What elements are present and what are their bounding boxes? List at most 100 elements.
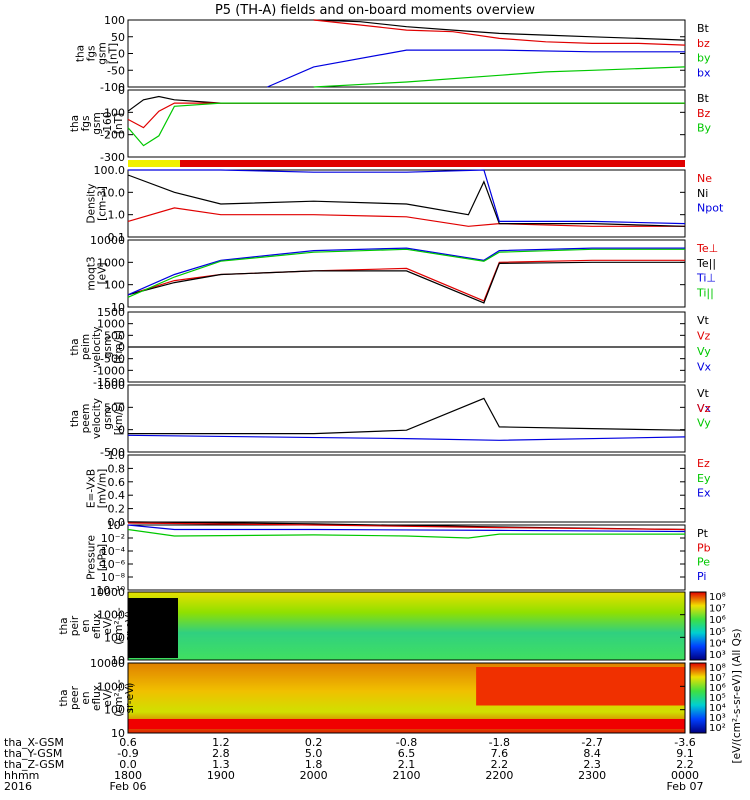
y-tick-label: 10000 — [90, 586, 125, 599]
y-axis-label: sr-eV) — [124, 611, 136, 642]
y-tick-label: 100 — [104, 704, 125, 717]
legend-Vz: Vz — [697, 330, 711, 343]
axis-row-value: -2.7 — [581, 736, 602, 749]
chart-title: P5 (TH-A) fields and on-board moments ov… — [215, 3, 535, 18]
heatmap-fill — [128, 592, 685, 660]
y-tick-label: 0.2 — [108, 503, 126, 516]
series-line-bx — [267, 49, 685, 88]
legend-Ni: Ni — [697, 187, 708, 200]
y-tick-label: -300 — [100, 151, 125, 164]
y-axis-label: fgs — [86, 46, 98, 62]
colorbar-tick: 10² — [709, 723, 726, 734]
y-tick-label: 10⁻⁴ — [101, 545, 126, 558]
y-axis-label: [nT] — [113, 113, 125, 134]
y-tick-label: -1000 — [93, 364, 125, 377]
axis-row-label: tha_X-GSM — [4, 736, 64, 749]
series-line-Ti|| — [127, 248, 685, 298]
legend-Te||: Te|| — [696, 257, 716, 270]
y-axis-label: en — [80, 691, 92, 704]
status-bar-red — [128, 160, 685, 167]
y-tick-label: 1.0 — [108, 209, 126, 222]
axis-row-value: 7.6 — [491, 747, 509, 760]
y-axis-label: E=-VxB — [86, 469, 98, 508]
heatmap-nodata-block — [128, 598, 178, 658]
y-axis-label: (cm²-s- — [113, 679, 125, 717]
panel-frame — [127, 662, 686, 734]
colorbar-tick: 10³ — [709, 650, 726, 661]
colorbar-tick: 10⁶ — [709, 615, 726, 626]
y-tick-label: 1000 — [97, 256, 125, 269]
y-axis-label: velocity — [91, 398, 103, 439]
y-axis-label: [cm-3] — [97, 186, 109, 221]
y-tick-label: 10⁻² — [101, 532, 125, 545]
y-axis-label: velocity — [91, 326, 103, 367]
series-line-Vt — [128, 397, 686, 435]
series-line-Ni — [127, 174, 686, 227]
y-tick-label: 1000 — [97, 680, 125, 693]
series-line-Bt — [313, 19, 686, 41]
legend-Pt: Pt — [697, 527, 709, 540]
y-axis-label: gsm — [91, 112, 103, 134]
y-tick-label: 1000 — [97, 379, 125, 392]
series-line-Vx — [127, 434, 686, 441]
heatmap-low-band — [128, 719, 685, 729]
panel-frame — [127, 169, 686, 238]
y-tick-label: -100 — [100, 106, 125, 119]
y-tick-label: 0 — [118, 424, 125, 437]
y-tick-label: 1500 — [97, 306, 125, 319]
axis-row-value: 1800 — [114, 769, 142, 782]
panel-10: 10000 1000 100 10 tha peer en eflux eV/(cm²-s-sr… — [58, 657, 686, 740]
y-tick-label: 0 — [118, 84, 125, 97]
colorbar-tick: 10³ — [709, 713, 726, 724]
colorbar-tick: 10⁶ — [709, 683, 726, 694]
series-line-Npot — [128, 169, 686, 225]
y-axis-label: gsm — [97, 42, 109, 64]
y-tick-label: 10⁻¹⁰ — [96, 584, 125, 597]
axis-row-value: 2300 — [578, 769, 606, 782]
axis-row-value: -0.9 — [117, 747, 138, 760]
y-axis-label: [eV] — [97, 263, 109, 285]
y-axis-label: tha — [75, 45, 87, 62]
legend-Ne: Ne — [697, 172, 712, 185]
y-tick-label: 10000 — [90, 657, 125, 670]
y-tick-label: 10 — [111, 727, 125, 740]
y-axis-label: moqt3 — [86, 256, 98, 290]
legend-Vt: Vt — [697, 387, 710, 400]
y-axis-label: eflux — [91, 613, 103, 639]
colorbar-tick: 10⁵ — [709, 627, 726, 638]
colorbar-1 — [689, 591, 707, 661]
y-tick-label: -500 — [100, 446, 125, 459]
y-tick-label: 0.6 — [108, 476, 126, 489]
y-axis-label: peem — [80, 404, 92, 434]
axis-row-value: 2000 — [300, 769, 328, 782]
y-axis-label: eflux — [91, 685, 103, 711]
colorbar-2 — [689, 662, 707, 734]
axis-row-value: 0.6 — [119, 736, 137, 749]
panel-4: 10000 1000 100 10 moqt3 [eV] Te⊥ Te|| Ti⊥Ti|| — [86, 234, 719, 314]
axis-row-value: 1.2 — [212, 736, 230, 749]
legend-Ti||: Ti|| — [696, 286, 714, 299]
legend-Ey: Ey — [697, 472, 711, 485]
y-tick-label: 500 — [104, 401, 125, 414]
series-line-By — [127, 102, 685, 147]
y-axis-label: [nPa] — [97, 544, 109, 571]
colorbar-tick: 10⁷ — [709, 673, 726, 684]
axis-row-value: 0000 — [671, 769, 699, 782]
year-label: 2016 — [4, 780, 32, 793]
axis-row-value: 8.4 — [583, 747, 601, 760]
y-tick-label: -200 — [100, 129, 125, 142]
axis-row-value: 6.5 — [398, 747, 416, 760]
axis-row-value: 5.0 — [305, 747, 323, 760]
y-tick-label: 1000 — [97, 609, 125, 622]
y-tick-label: 1000 — [97, 318, 125, 331]
series-line-Ti⊥ — [127, 247, 685, 296]
legend-Bt: Bt — [697, 92, 710, 105]
panel-frame — [127, 454, 686, 523]
colorbar-tick: 10⁸ — [709, 663, 726, 674]
date-end: Feb 07 — [667, 780, 704, 793]
panel-frame — [127, 591, 686, 661]
legend-Pb: Pb — [697, 541, 711, 554]
y-tick-label: 10000 — [90, 234, 125, 247]
